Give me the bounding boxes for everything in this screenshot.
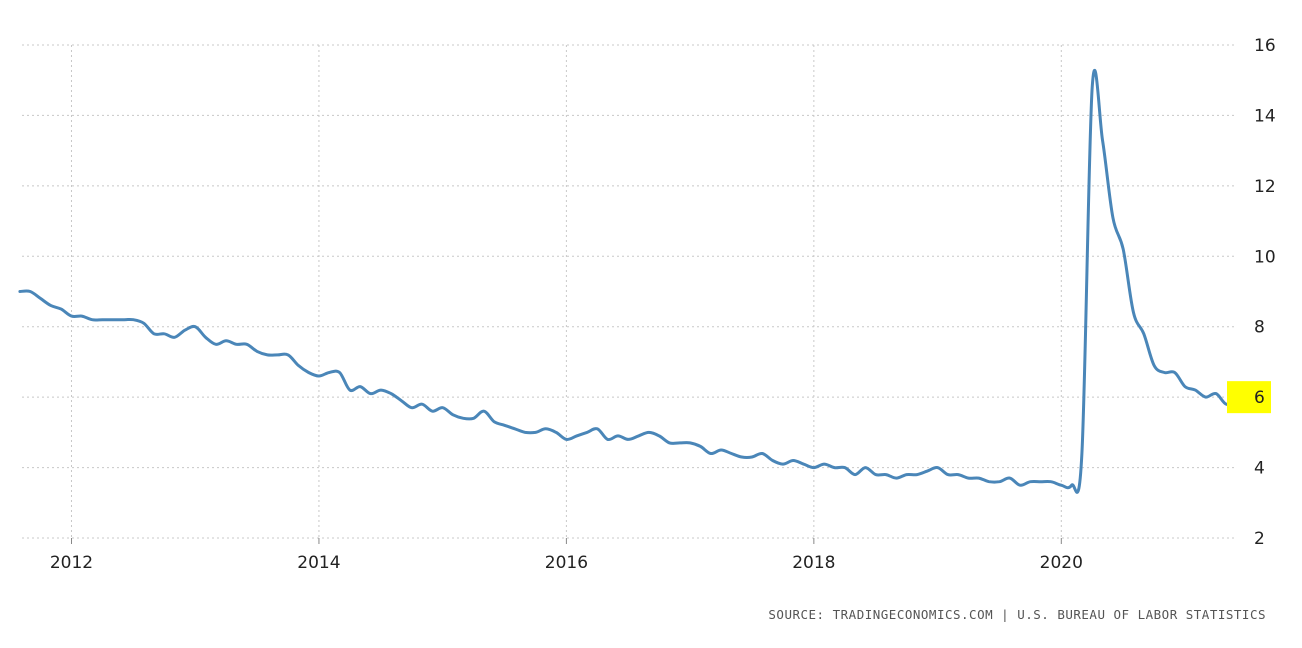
y-tick-label: 16 (1254, 36, 1276, 56)
last-value-label: 6 (1227, 381, 1271, 414)
y-tick-label: 8 (1254, 318, 1265, 338)
y-axis-ticks: 2 4 6 8 10 12 14 16 (1254, 36, 1276, 549)
last-value-highlight (1227, 381, 1271, 414)
series-line (18, 68, 1239, 494)
x-tick-label: 2012 (50, 553, 93, 573)
source-attribution: SOURCE: TRADINGECONOMICS.COM | U.S. BURE… (768, 607, 1266, 622)
x-tick-label: 2014 (297, 553, 340, 573)
chart-grid (22, 44, 1237, 544)
last-value-text: 6 (1254, 388, 1265, 408)
x-tick-label: 2016 (545, 553, 588, 573)
y-tick-label: 2 (1254, 529, 1265, 549)
x-tick-label: 2020 (1040, 553, 1083, 573)
x-axis-ticks: 2012 2014 2016 2018 2020 (50, 553, 1083, 573)
y-tick-label: 14 (1254, 106, 1276, 126)
y-tick-label: 4 (1254, 459, 1265, 479)
y-tick-label: 12 (1254, 177, 1276, 197)
x-tick-label: 2018 (792, 553, 835, 573)
y-tick-label: 10 (1254, 247, 1276, 267)
